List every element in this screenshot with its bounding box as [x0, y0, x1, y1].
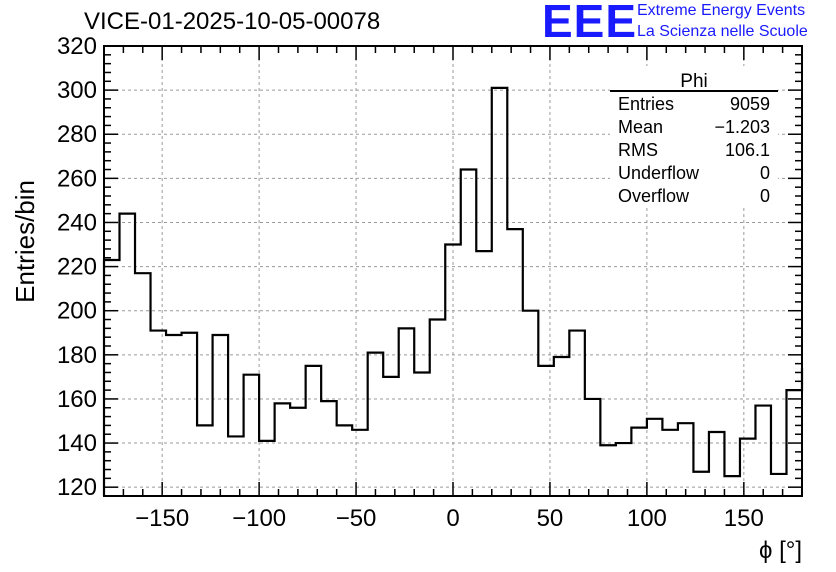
stats-row-label: Mean: [618, 117, 663, 137]
y-tick-label: 240: [57, 209, 97, 236]
y-tick-labels: 120 140 160 180 200 220 240 260 280 300 320: [57, 33, 97, 501]
y-tick-label: 320: [57, 33, 97, 60]
y-tick-label: 120: [57, 474, 97, 501]
y-tick-label: 160: [57, 386, 97, 413]
stats-row-value: 0: [760, 186, 770, 206]
stats-box: Phi Entries 9059 Mean −1.203 RMS 106.1 Underfl…: [610, 66, 778, 208]
x-tick-label: 0: [446, 505, 459, 532]
stats-row-label: RMS: [618, 140, 658, 160]
histogram-outline: [102, 86, 804, 496]
y-tick-label: 180: [57, 342, 97, 369]
y-tick-label: 260: [57, 165, 97, 192]
axis-ticks: [103, 45, 803, 497]
org-name-line2: La Scienza nelle Scuole: [637, 23, 808, 40]
y-tick-label: 220: [57, 254, 97, 281]
y-axis-label: Entries/bin: [10, 180, 40, 303]
x-tick-label: 50: [537, 505, 564, 532]
org-name-line1: Extreme Energy Events: [637, 2, 806, 19]
x-tick-label: −150: [135, 505, 189, 532]
stats-row-label: Overflow: [618, 186, 690, 206]
y-tick-label: 140: [57, 430, 97, 457]
x-tick-labels: −150 −100 −50 0 50 100 150: [135, 505, 764, 532]
eee-logo: EEE: [542, 0, 638, 47]
stats-row-label: Underflow: [618, 163, 700, 183]
stats-row-value: −1.203: [714, 117, 770, 137]
stats-title: Phi: [680, 71, 707, 92]
x-axis-label: ϕ [°]: [759, 537, 802, 564]
x-tick-label: −50: [336, 505, 377, 532]
stats-row-value: 0: [760, 163, 770, 183]
plot-title: VICE-01-2025-10-05-00078: [84, 8, 381, 35]
y-tick-label: 280: [57, 121, 97, 148]
stats-row-value: 106.1: [725, 140, 770, 160]
x-tick-label: 100: [627, 505, 667, 532]
x-tick-label: 150: [724, 505, 764, 532]
y-tick-label: 300: [57, 77, 97, 104]
x-tick-label: −100: [232, 505, 286, 532]
stats-row-value: 9059: [730, 94, 770, 114]
y-tick-label: 200: [57, 298, 97, 325]
stats-row-label: Entries: [618, 94, 674, 114]
